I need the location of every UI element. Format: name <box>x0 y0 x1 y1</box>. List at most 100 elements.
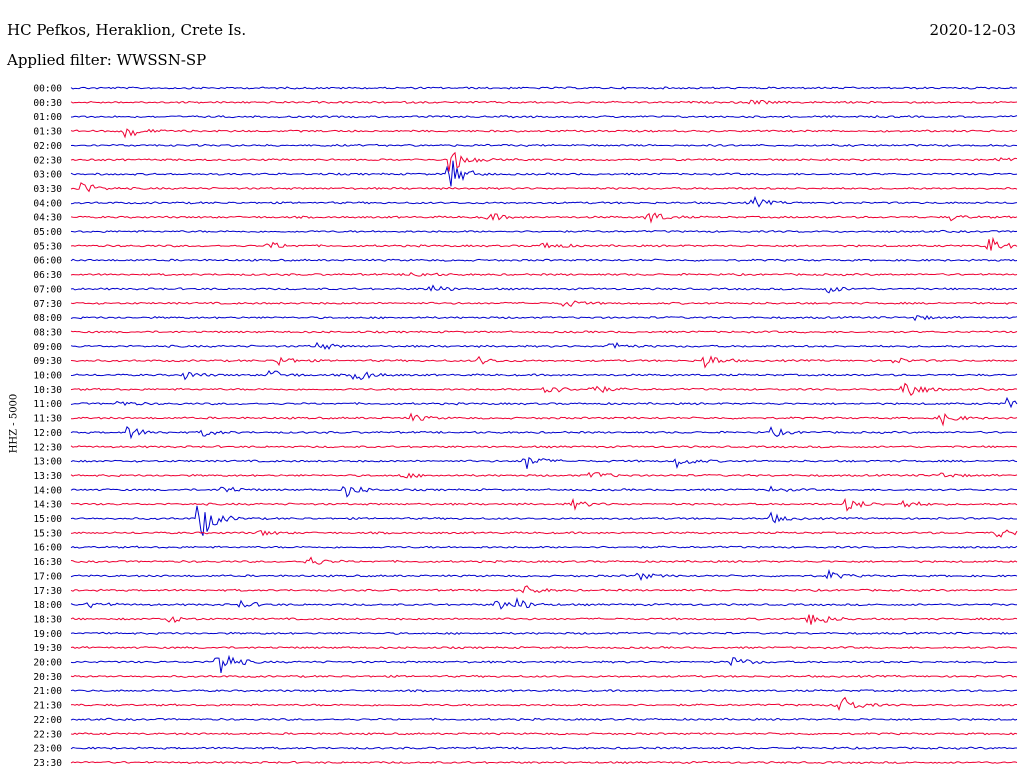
time-label: 15:00 <box>33 514 62 525</box>
trace-line <box>70 300 1018 308</box>
time-label: 17:00 <box>33 571 62 582</box>
time-label: 13:00 <box>33 457 62 468</box>
time-label: 11:00 <box>33 399 62 410</box>
time-label: 16:30 <box>33 557 62 568</box>
trace-line <box>70 505 1018 536</box>
time-label: 12:00 <box>33 428 62 439</box>
time-label: 20:30 <box>33 672 62 683</box>
trace-line <box>70 674 1018 679</box>
trace-line <box>70 717 1018 722</box>
time-label: 16:00 <box>33 543 62 554</box>
time-label: 14:30 <box>33 500 62 511</box>
date-label: 2020-12-03 <box>929 21 1016 39</box>
trace-line <box>70 128 1018 139</box>
trace-line <box>70 746 1017 750</box>
trace-line <box>70 445 1018 449</box>
trace-line <box>70 425 1018 440</box>
trace-line <box>70 760 1018 765</box>
time-label: 07:00 <box>33 284 62 295</box>
trace-line <box>70 86 1018 90</box>
time-label: 15:30 <box>33 528 62 539</box>
trace-line <box>70 315 1018 322</box>
trace-line <box>70 271 1018 277</box>
trace-line <box>70 212 1018 224</box>
trace-line <box>70 568 1018 581</box>
time-label: 06:30 <box>33 270 62 281</box>
trace-line <box>70 284 1018 294</box>
trace-line <box>70 341 1018 350</box>
station-title: HC Pefkos, Heraklion, Crete Is. <box>7 21 247 39</box>
trace-line <box>70 631 1018 635</box>
time-label: 08:00 <box>33 313 62 324</box>
time-label: 05:00 <box>33 227 62 238</box>
trace-line <box>70 597 1018 610</box>
trace-line <box>70 382 1018 396</box>
time-label: 22:30 <box>33 729 62 740</box>
trace-line <box>70 369 1018 381</box>
trace-line <box>70 330 1018 334</box>
time-label: 00:30 <box>33 98 62 109</box>
trace-line <box>70 229 1018 234</box>
time-label: 18:00 <box>33 600 62 611</box>
time-label: 18:30 <box>33 614 62 625</box>
time-label: 21:00 <box>33 686 62 697</box>
time-label: 13:30 <box>33 471 62 482</box>
time-label: 03:00 <box>33 170 62 181</box>
time-label: 01:00 <box>33 112 62 123</box>
trace-line <box>70 646 1018 650</box>
trace-line <box>70 497 1018 512</box>
trace-line <box>70 696 1018 712</box>
trace-line <box>70 614 1018 625</box>
time-label: 12:30 <box>33 442 62 453</box>
trace-line <box>70 114 1018 119</box>
time-label: 19:00 <box>33 629 62 640</box>
time-label: 23:00 <box>33 744 62 755</box>
filter-label: Applied filter: WWSSN-SP <box>7 51 207 69</box>
trace-line <box>70 732 1018 736</box>
trace-line <box>70 182 1018 193</box>
trace-line <box>70 258 1018 262</box>
time-label: 04:00 <box>33 198 62 209</box>
time-label: 05:30 <box>33 241 62 252</box>
time-label: 09:00 <box>33 342 62 353</box>
time-label: 10:00 <box>33 371 62 382</box>
time-label: 04:30 <box>33 213 62 224</box>
trace-line <box>70 143 1018 147</box>
trace-line <box>70 529 1018 538</box>
time-label: 01:30 <box>33 127 62 138</box>
trace-line <box>70 545 1018 549</box>
time-label: 03:30 <box>33 184 62 195</box>
time-label: 20:00 <box>33 658 62 669</box>
trace-line <box>70 412 1018 427</box>
time-label: 22:00 <box>33 715 62 726</box>
time-label: 02:30 <box>33 155 62 166</box>
time-label: 09:30 <box>33 356 62 367</box>
trace-line <box>70 99 1018 105</box>
time-label: 08:30 <box>33 327 62 338</box>
time-label: 02:00 <box>33 141 62 152</box>
trace-line <box>70 654 1018 674</box>
trace-line <box>70 689 1018 693</box>
trace-line <box>70 396 1018 409</box>
time-label: 11:30 <box>33 414 62 425</box>
time-label: 00:00 <box>33 84 62 95</box>
time-label: 14:00 <box>33 485 62 496</box>
trace-line <box>70 236 1018 251</box>
trace-line <box>70 456 1018 470</box>
trace-line <box>70 585 1018 594</box>
trace-line <box>70 355 1018 369</box>
time-label: 19:30 <box>33 643 62 654</box>
time-label: 23:30 <box>33 758 62 769</box>
trace-line <box>70 485 1018 498</box>
time-label: 10:30 <box>33 385 62 396</box>
time-label: 17:30 <box>33 586 62 597</box>
time-label: 21:30 <box>33 701 62 712</box>
trace-line <box>70 195 1018 208</box>
trace-line <box>70 151 1018 172</box>
time-label: 07:30 <box>33 299 62 310</box>
trace-line <box>70 160 1018 187</box>
trace-line <box>70 471 1018 479</box>
trace-line <box>70 556 1018 565</box>
time-label: 06:00 <box>33 256 62 267</box>
